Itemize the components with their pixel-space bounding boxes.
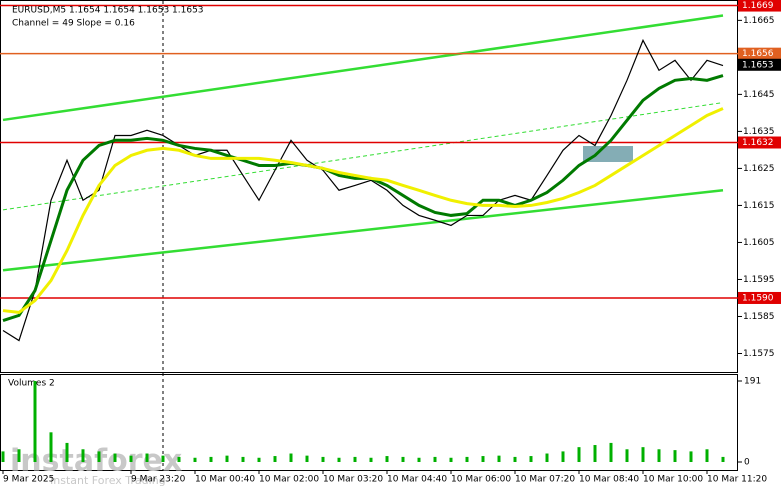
volume-bar [593,445,597,462]
volume-bar [209,456,213,462]
volume-bar [369,457,373,462]
chart-title: EURUSD,M5 1.1654 1.1654 1.1653 1.1653 [12,6,204,16]
volume-bar [257,457,261,462]
volume-bar [401,456,405,462]
watermark-brand: instaforex [10,444,182,479]
volume-bar [305,455,309,462]
y-tick-label: 1.1615 [743,201,775,211]
volume-bar [513,456,517,462]
y-tick-label: 1.1665 [743,16,775,26]
volume-bar [17,449,21,462]
level-label-box [738,291,781,304]
volume-bar [289,453,293,462]
volume-bar [353,456,357,462]
volume-bar [177,456,181,462]
x-tick-label: 10 Mar 06:00 [451,475,511,485]
x-tick-label: 10 Mar 07:20 [515,475,575,485]
volume-bar [561,451,565,462]
volume-bar [337,457,341,462]
x-tick-label: 10 Mar 08:40 [579,475,639,485]
volume-bar [673,450,677,462]
volume-bar [609,442,613,462]
volume-tick-label: 0 [744,458,750,468]
volume-bar [1,451,5,462]
x-tick-label: 10 Mar 11:20 [707,475,767,485]
volume-bar [321,456,325,462]
x-tick-label: 9 Mar 2025 [3,475,54,485]
volume-bar [721,456,725,462]
x-tick-label: 10 Mar 02:00 [259,475,319,485]
x-tick-label: 10 Mar 00:40 [195,475,255,485]
level-label: 1.1669 [742,1,774,11]
y-tick-label: 1.1585 [743,312,775,322]
y-tick-label: 1.1575 [743,349,775,359]
x-tick-label: 10 Mar 10:00 [643,475,703,485]
x-tick-label: 9 Mar 23:20 [131,475,186,485]
volume-bar [65,442,69,462]
volume-bar [385,456,389,462]
channel-line [2,102,724,211]
level-label-box [738,0,781,12]
volume-bar [145,453,149,462]
volume-bar [545,453,549,462]
price-label: 1.1653 [742,60,774,70]
volume-bar [225,455,229,462]
volume-bar [433,456,437,462]
volume-bar [417,457,421,462]
level-label-box [738,47,781,60]
series-line [2,38,724,342]
volume-bar [273,456,277,462]
volume-bar [657,449,661,462]
price-label-box [738,58,781,71]
y-tick-label: 1.1605 [743,238,775,248]
volume-bar [241,456,245,462]
volume-bar [481,456,485,462]
volume-panel [0,374,738,471]
volume-bar [497,455,501,462]
level-label-box [738,136,781,149]
volume-bar [113,453,117,462]
volume-bar [129,455,133,462]
volume-bar [641,447,645,462]
volume-bar [193,457,197,462]
volume-bar [49,432,53,462]
y-tick-label: 1.1595 [743,275,775,285]
volume-bar [161,455,165,462]
y-tick-label: 1.1645 [743,90,775,100]
highlight-box [583,146,633,162]
level-label: 1.1590 [742,293,774,303]
y-tick-label: 1.1635 [743,127,775,137]
level-label: 1.1656 [742,49,774,59]
series-line [2,107,724,314]
volume-bar [529,456,533,462]
x-tick-label: 10 Mar 04:40 [387,475,447,485]
volume-bar [81,449,85,462]
watermark-tagline: Instant Forex Trading [50,474,166,487]
volume-tick-label: 191 [744,377,761,387]
channel-line [2,189,724,272]
volume-bar [33,381,37,462]
volume-bar [577,447,581,462]
price-panel [0,0,738,373]
volume-bar [625,449,629,462]
chart-subtitle: Channel = 49 Slope = 0.16 [12,19,135,29]
channel-line [2,14,724,122]
volume-bar [465,456,469,462]
volume-bar [689,451,693,462]
x-tick-label: 10 Mar 03:20 [323,475,383,485]
volume-bar [97,451,101,462]
volume-legend: Volumes 2 [8,379,55,389]
volume-bar [705,449,709,462]
level-label: 1.1632 [742,138,774,148]
volume-bar [449,457,453,462]
y-tick-label: 1.1625 [743,164,775,174]
